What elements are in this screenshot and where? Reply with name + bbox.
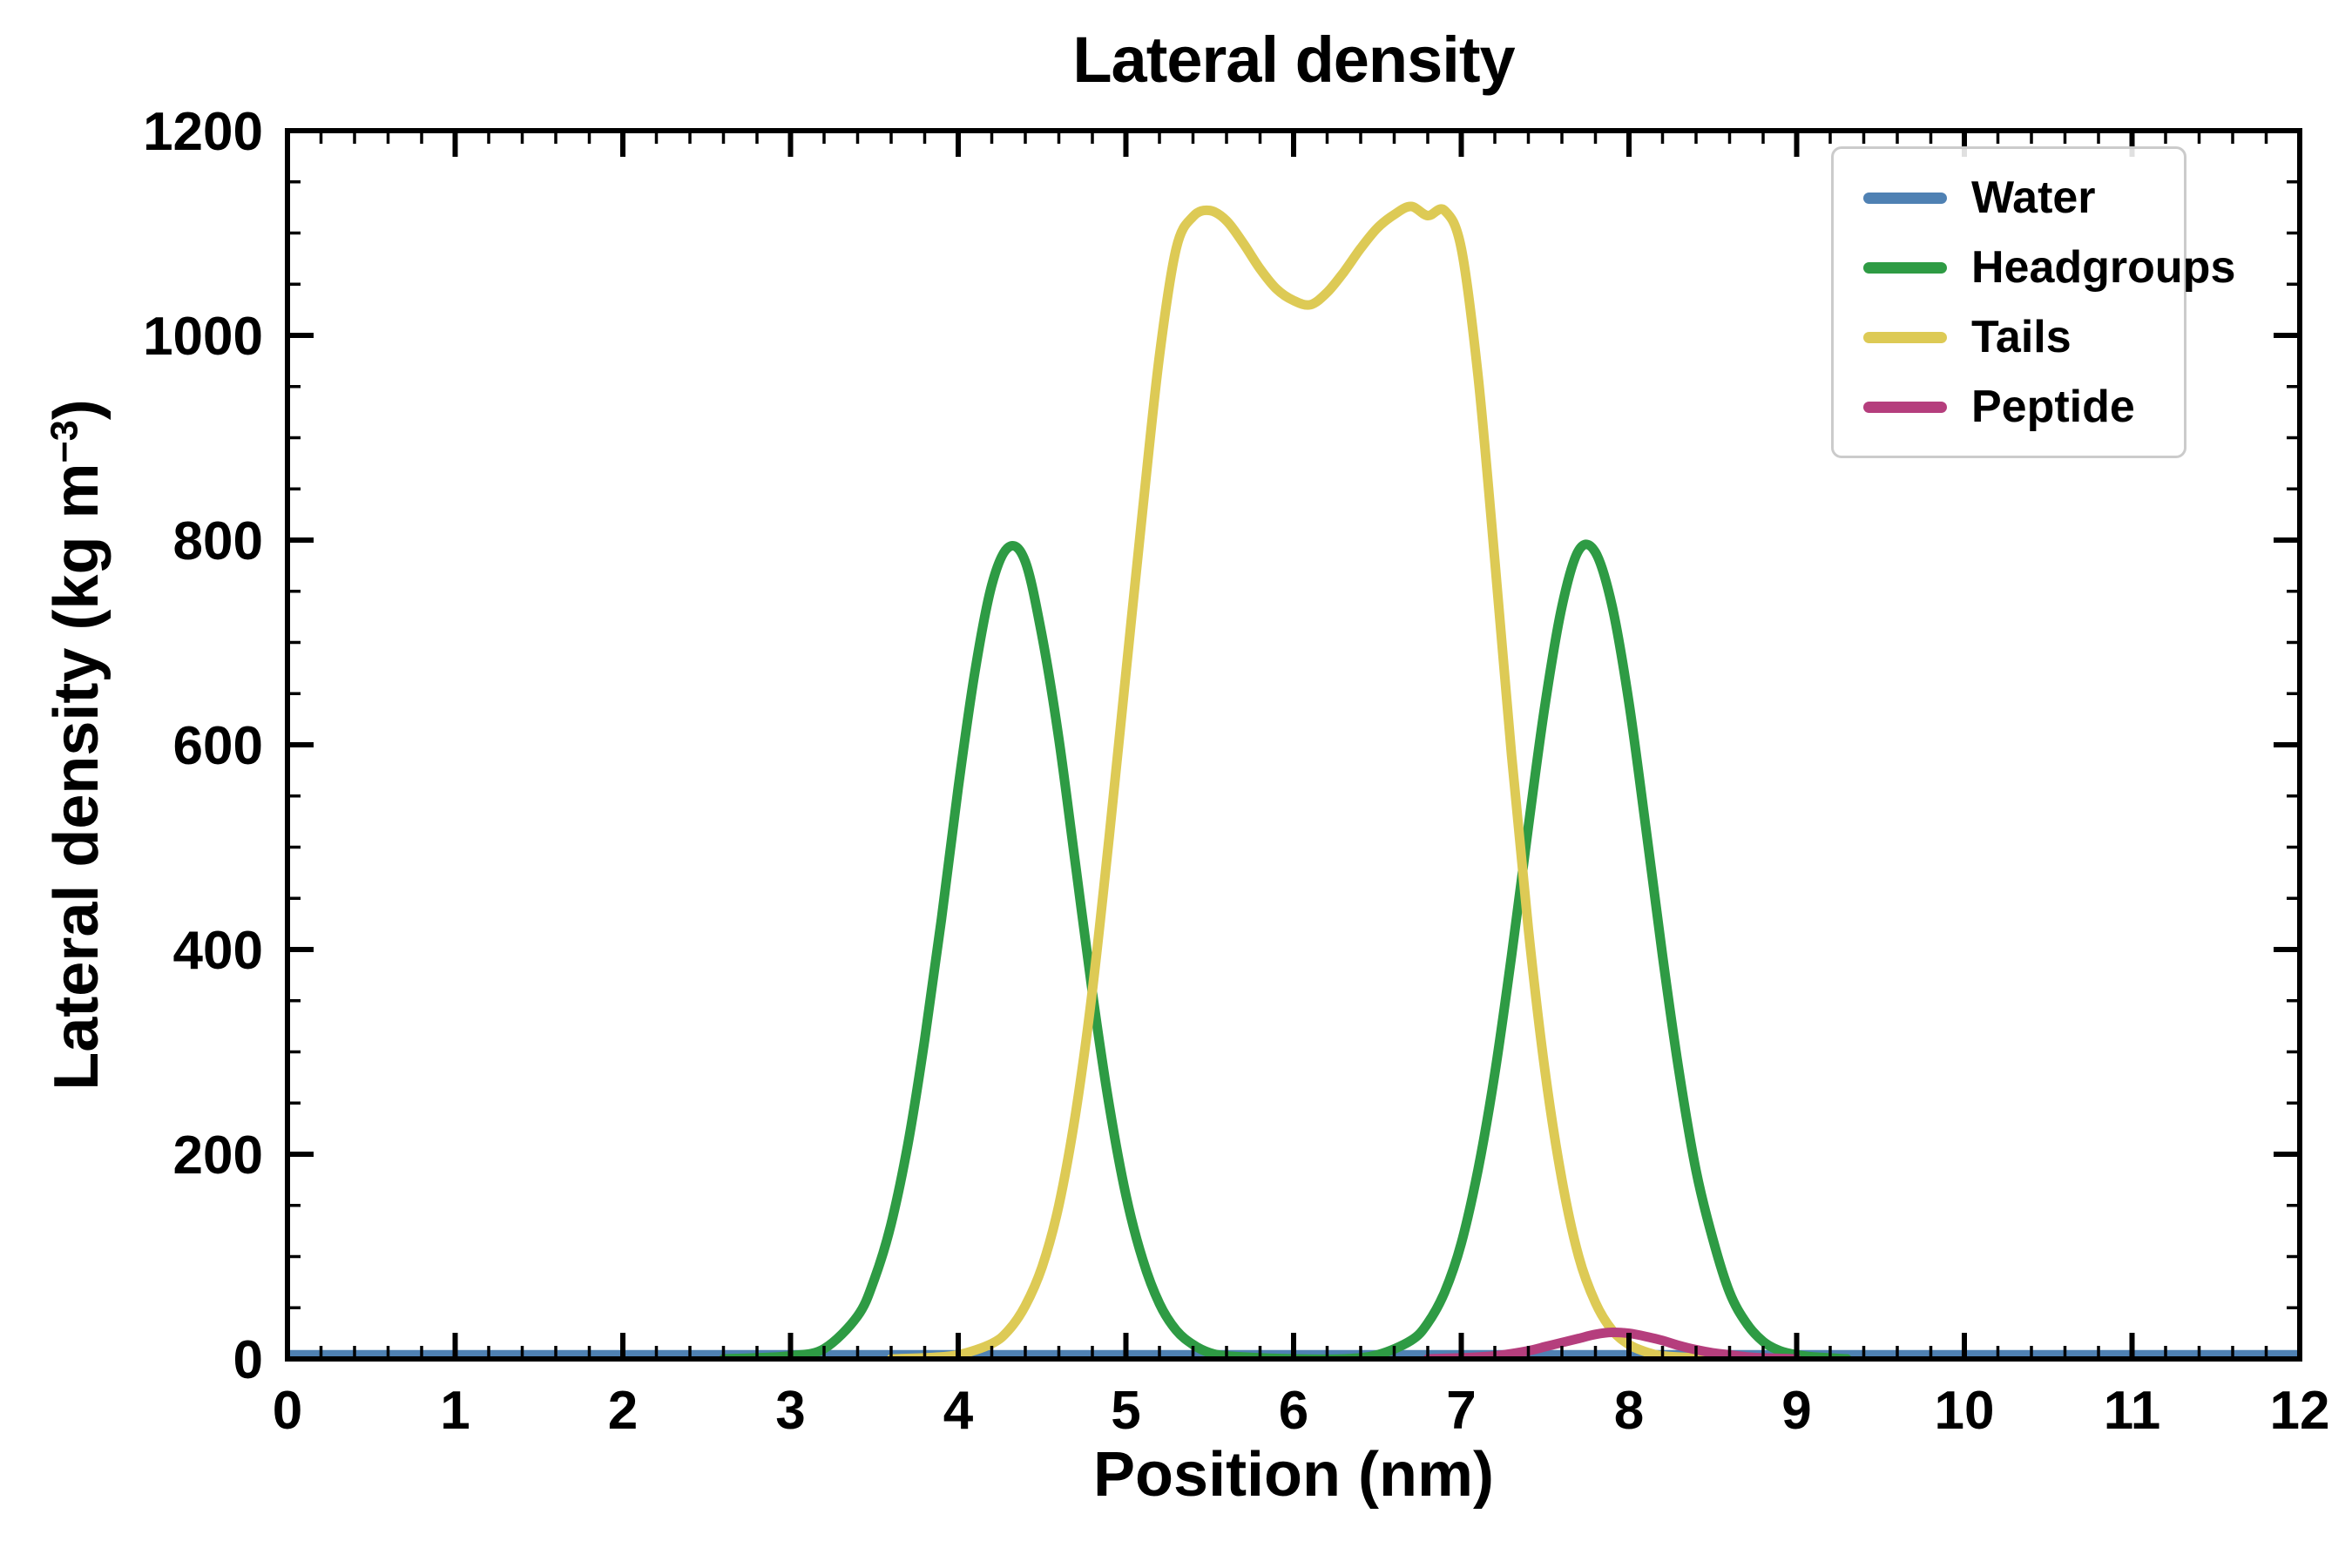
legend-item-headgroups: Headgroups [1863, 245, 2235, 290]
x-tick-label: 11 [2104, 1381, 2161, 1441]
x-tick-label: 3 [775, 1381, 805, 1441]
series-line-headgroups [719, 539, 1852, 1359]
x-tick-label: 7 [1446, 1381, 1476, 1441]
axis-ticks [285, 128, 2302, 1362]
x-tick-label: 4 [943, 1381, 974, 1441]
y-tick-label: 0 [233, 1330, 263, 1390]
y-tick-label: 600 [173, 716, 263, 776]
legend-item-water: Water [1863, 175, 2154, 220]
chart-title: Lateral density [1072, 24, 1515, 96]
y-axis-label-suffix: ) [42, 399, 112, 421]
legend-swatch-headgroups [1863, 261, 1947, 274]
x-tick-label: 0 [273, 1381, 302, 1441]
x-tick-label: 10 [1935, 1381, 1995, 1441]
y-tick-label: 1000 [143, 307, 263, 367]
x-tick-label: 5 [1111, 1381, 1140, 1441]
y-axis-label-text: Lateral density (kg m [42, 463, 112, 1091]
series-line-tails [886, 201, 1734, 1359]
y-tick-label: 1200 [143, 102, 263, 162]
legend: Water Headgroups Tails Peptide [1831, 146, 2235, 458]
x-tick-label: 9 [1781, 1381, 1811, 1441]
x-axis-label: Position (nm) [1093, 1440, 1494, 1510]
legend-item-peptide: Peptide [1863, 384, 2154, 429]
y-axis-label-superscript: −3 [44, 420, 86, 463]
x-tick-label: 6 [1279, 1381, 1308, 1441]
legend-swatch-water [1863, 192, 1947, 204]
legend-item-tails: Tails [1863, 314, 2154, 360]
x-tick-label: 12 [2270, 1381, 2330, 1441]
legend-swatch-peptide [1863, 401, 1947, 413]
y-tick-label: 400 [173, 921, 263, 981]
legend-label: Water [1971, 172, 2096, 223]
y-tick-label: 800 [173, 511, 263, 571]
x-tick-label: 2 [608, 1381, 638, 1441]
legend-label: Peptide [1971, 382, 2135, 432]
legend-swatch-tails [1863, 331, 1947, 343]
x-tick-label: 8 [1614, 1381, 1644, 1441]
x-tick-label: 1 [440, 1381, 470, 1441]
legend-label: Tails [1971, 312, 2072, 362]
legend-label: Headgroups [1971, 242, 2236, 293]
y-tick-label: 200 [173, 1125, 263, 1186]
y-axis-label: Lateral density (kg m−3) [41, 399, 112, 1090]
